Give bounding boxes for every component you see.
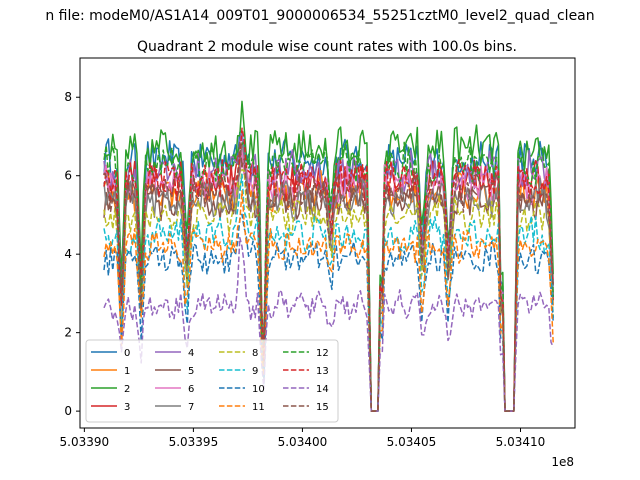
legend-label: 4 [188,348,194,359]
legend-label: 0 [124,348,130,359]
chart-title: Quadrant 2 module wise count rates with … [137,39,517,55]
legend-label: 14 [316,384,329,395]
x-offset-label: 1e8 [551,455,574,469]
x-tick-label: 5.03410 [496,435,546,449]
series-line-7 [103,141,554,412]
y-tick-label: 4 [64,247,72,261]
legend-label: 15 [316,402,329,413]
series-line-10 [103,213,554,412]
y-tick-label: 6 [64,169,72,183]
plot-frame [79,57,576,429]
legend-label: 7 [188,402,194,413]
x-tick-label: 5.03400 [278,435,328,449]
x-tick-label: 5.03395 [169,435,219,449]
suptitle: n file: modeM0/AS1A14_009T01_9000006534_… [45,8,594,24]
legend-label: 11 [252,402,265,413]
legend-label: 9 [252,366,258,377]
series-line-11 [103,190,554,412]
y-tick-label: 2 [64,326,72,340]
series-line-12 [103,140,554,412]
legend-label: 8 [252,348,258,359]
series-line-15 [103,140,554,412]
legend-label: 10 [252,384,265,395]
legend-label: 12 [316,348,329,359]
legend-label: 1 [124,366,130,377]
legend-label: 2 [124,384,130,395]
legend-label: 5 [188,366,194,377]
x-axis: 5.03390 5.03395 5.03400 5.03405 5.03410 [60,428,546,449]
y-tick-label: 8 [64,90,72,104]
series-line-13 [103,127,554,412]
legend-label: 13 [316,366,329,377]
series-line-14 [103,236,554,412]
y-axis: 0 2 4 6 8 [64,90,80,418]
y-tick-label: 0 [64,404,72,418]
legend-label: 6 [188,384,194,395]
series-lines [103,100,554,412]
x-tick-label: 5.03390 [60,435,110,449]
legend-box [85,339,339,423]
legend-label: 3 [124,402,130,413]
x-tick-label: 5.03405 [387,435,437,449]
